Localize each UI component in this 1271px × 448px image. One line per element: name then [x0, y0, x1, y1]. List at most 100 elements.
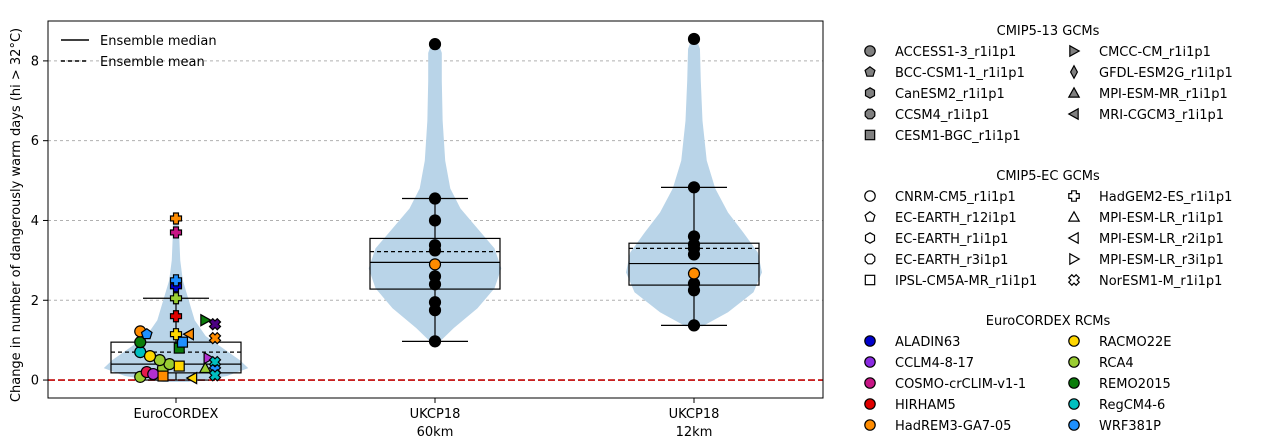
- legend-marker: [1067, 273, 1081, 287]
- data-point: [687, 267, 701, 280]
- y-tick-label: 4: [31, 214, 39, 229]
- data-point: [169, 212, 183, 225]
- legend-marker: [864, 45, 876, 57]
- y-tick-label: 8: [31, 54, 39, 69]
- data-point: [208, 317, 222, 331]
- data-point: [200, 313, 212, 327]
- data-point: [687, 277, 701, 290]
- data-point: [182, 327, 194, 341]
- legend-marker: [1068, 419, 1080, 431]
- plot-area: 0 2 4 6 8 EuroCORDEX UKCP18 60km UKCP18 12km Ensem…: [31, 20, 824, 440]
- data-point: [208, 368, 222, 382]
- data-point: [428, 335, 442, 348]
- data-point: [157, 370, 169, 382]
- legend-marker: [1069, 64, 1079, 80]
- legend-marker: [1068, 335, 1080, 347]
- x-tick-label: UKCP18: [410, 407, 461, 422]
- legend-label: NorESM1-M_r1i1p1: [1099, 274, 1222, 289]
- legend-label: CCLM4-8-17: [895, 356, 974, 371]
- legend-label: EC-EARTH_r3i1p1: [895, 253, 1008, 268]
- legend-label: EC-EARTH_r1i1p1: [895, 232, 1008, 247]
- legend-marker: [1067, 86, 1081, 98]
- legend-label: ACCESS1-3_r1i1p1: [895, 45, 1016, 60]
- legend-marker: [864, 335, 876, 347]
- x-tick-label: UKCP18: [669, 407, 720, 422]
- y-axis-label: Change in number of dangerously warm day…: [9, 28, 24, 402]
- legend-label: RACMO22E: [1099, 335, 1171, 350]
- data-point: [428, 214, 442, 227]
- legend-label: WRF381P: [1099, 419, 1161, 434]
- legend-label: REMO2015: [1099, 377, 1171, 392]
- legend-section-title: CMIP5-13 GCMs: [997, 24, 1100, 39]
- violin-body: [368, 40, 502, 343]
- data-point: [687, 181, 701, 194]
- inner-legend-label: Ensemble mean: [100, 55, 205, 70]
- legend-label: CCSM4_r1i1p1: [895, 108, 989, 123]
- x-tick-label: 12km: [676, 425, 713, 440]
- legend-label: RegCM4-6: [1099, 398, 1165, 413]
- data-point: [169, 226, 183, 239]
- data-point: [176, 336, 189, 348]
- legend-label: RCA4: [1099, 356, 1134, 371]
- data-point: [203, 351, 216, 365]
- legend-label: IPSL-CM5A-MR_r1i1p1: [895, 274, 1037, 289]
- legend-label: GFDL-ESM2G_r1i1p1: [1099, 66, 1233, 81]
- data-point: [169, 292, 183, 305]
- data-point: [143, 350, 157, 363]
- legend-label: CESM1-BGC_r1i1p1: [895, 129, 1021, 144]
- data-point: [185, 371, 198, 385]
- legend-marker: [864, 87, 876, 99]
- legend-marker: [864, 398, 876, 410]
- legend-marker: [1068, 190, 1080, 202]
- y-tick-label: 2: [31, 294, 39, 309]
- legend-label: BCC-CSM1-1_r1i1p1: [895, 66, 1025, 81]
- data-point: [169, 310, 183, 323]
- legend-label: MPI-ESM-LR_r3i1p1: [1099, 253, 1224, 268]
- data-point: [147, 367, 160, 381]
- data-point: [428, 270, 442, 283]
- legend-label: HadGEM2-ES_r1i1p1: [1099, 190, 1232, 205]
- legend-marker: [1068, 398, 1080, 410]
- legend-marker: [1068, 356, 1080, 368]
- legend-marker: [864, 274, 876, 286]
- legend-marker: [864, 190, 876, 202]
- data-point: [208, 331, 222, 345]
- legend-label: HIRHAM5: [895, 398, 956, 413]
- legend-marker: [864, 356, 876, 368]
- y-tick-label: 6: [31, 134, 39, 149]
- legend-label: EC-EARTH_r12i1p1: [895, 211, 1017, 226]
- legend-marker: [864, 66, 876, 77]
- legend-label: ALADIN63: [895, 335, 960, 350]
- legend-label: MPI-ESM-LR_r1i1p1: [1099, 211, 1224, 226]
- data-point: [173, 360, 185, 372]
- legend-marker: [864, 211, 876, 222]
- y-tick-label: 0: [31, 374, 39, 389]
- model-legend: CMIP5-13 GCMs ACCESS1-3_r1i1p1 BCC-CSM1-1_…: [864, 24, 1233, 434]
- legend-marker: [1067, 231, 1079, 245]
- x-tick-label: EuroCORDEX: [134, 407, 219, 422]
- legend-marker: [1069, 44, 1081, 58]
- data-point: [687, 32, 701, 46]
- legend-marker: [864, 129, 876, 141]
- legend-label: MRI-CGCM3_r1i1p1: [1099, 108, 1224, 123]
- data-point: [687, 319, 701, 332]
- legend-marker: [864, 419, 876, 431]
- data-point: [428, 239, 442, 252]
- data-point: [428, 258, 442, 271]
- data-point: [428, 192, 442, 205]
- legend-marker: [1067, 107, 1079, 121]
- legend-marker: [864, 232, 876, 244]
- legend-marker: [1069, 252, 1081, 266]
- data-point: [169, 328, 183, 341]
- legend-label: HadREM3-GA7-05: [895, 419, 1011, 434]
- data-point: [169, 274, 183, 287]
- legend-label: COSMO-crCLIM-v1-1: [895, 377, 1026, 392]
- legend-label: CNRM-CM5_r1i1p1: [895, 190, 1016, 205]
- data-point: [140, 327, 153, 340]
- legend-marker: [1067, 210, 1081, 222]
- inner-legend-label: Ensemble median: [100, 34, 217, 49]
- legend-label: MPI-ESM-LR_r2i1p1: [1099, 232, 1224, 247]
- legend-marker: [864, 108, 876, 120]
- x-tick-label: 60km: [417, 425, 454, 440]
